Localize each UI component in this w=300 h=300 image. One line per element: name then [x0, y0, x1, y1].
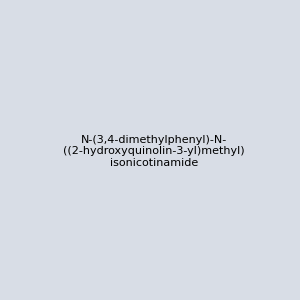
Text: N-(3,4-dimethylphenyl)-N-
((2-hydroxyquinolin-3-yl)methyl)
isonicotinamide: N-(3,4-dimethylphenyl)-N- ((2-hydroxyqui… — [63, 135, 244, 168]
